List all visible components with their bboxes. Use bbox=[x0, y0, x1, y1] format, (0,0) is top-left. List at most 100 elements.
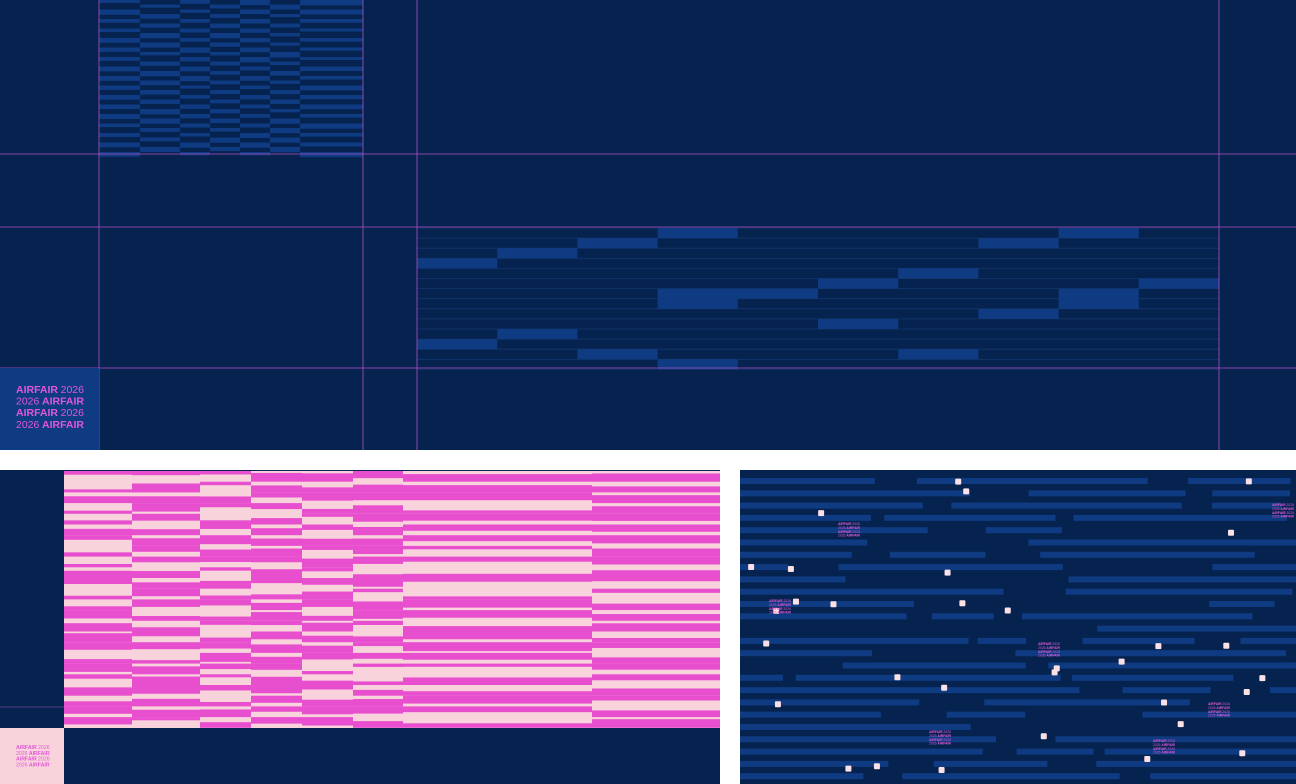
pink-bar bbox=[302, 513, 353, 517]
bar bbox=[1240, 637, 1296, 644]
stripe bbox=[270, 42, 300, 46]
pink-bar bbox=[592, 495, 720, 504]
pink-bar bbox=[64, 471, 132, 475]
pink-bar bbox=[200, 481, 251, 486]
pink-bar bbox=[132, 627, 200, 632]
guide-lines bbox=[0, 0, 1296, 450]
pink-bar bbox=[592, 570, 720, 578]
stripe bbox=[99, 47, 140, 52]
stripe bbox=[99, 28, 140, 33]
pink-bar bbox=[353, 681, 403, 685]
block bbox=[417, 258, 498, 269]
logo-line: AIRFAIR2026 bbox=[1038, 650, 1060, 654]
pink-bar bbox=[132, 556, 200, 563]
bar bbox=[1021, 613, 1253, 620]
block bbox=[978, 308, 1059, 319]
pink-bar bbox=[64, 489, 132, 493]
pink-bar bbox=[64, 595, 132, 600]
stripe bbox=[240, 123, 270, 128]
pink-bar bbox=[403, 545, 592, 550]
bar bbox=[1015, 650, 1286, 657]
logo-word: 2026 bbox=[16, 751, 28, 757]
pink-bar bbox=[302, 680, 353, 685]
stripe bbox=[270, 33, 300, 37]
pink-bar bbox=[353, 652, 403, 659]
stripe bbox=[240, 66, 270, 71]
logo-word: 2026 bbox=[838, 526, 846, 530]
bar bbox=[740, 687, 1080, 694]
bar bbox=[1073, 514, 1287, 521]
pink-bar bbox=[353, 706, 403, 714]
stripe bbox=[140, 23, 180, 28]
dot bbox=[748, 563, 755, 570]
stripe bbox=[99, 9, 140, 15]
pink-bar bbox=[251, 548, 302, 557]
pink-bar bbox=[592, 486, 720, 493]
pink-bar bbox=[302, 645, 353, 653]
logo-word: 2026 bbox=[1272, 507, 1280, 511]
stripe bbox=[99, 133, 140, 137]
logo-word: 2026 bbox=[16, 396, 40, 408]
stripe bbox=[240, 104, 270, 109]
bar bbox=[740, 773, 864, 780]
pink-bar bbox=[132, 660, 200, 664]
bar bbox=[946, 711, 1026, 718]
pink-bar bbox=[592, 556, 720, 565]
logo-line: AIRFAIR2026 bbox=[1038, 642, 1060, 646]
stripe bbox=[180, 76, 210, 82]
pink-bar bbox=[64, 663, 132, 672]
logo-word: AIRFAIR bbox=[1046, 654, 1060, 658]
pink-bar bbox=[251, 612, 302, 621]
bar bbox=[795, 674, 1061, 681]
stripe bbox=[99, 114, 140, 120]
pink-bar bbox=[64, 701, 132, 707]
logo-word: AIRFAIR bbox=[1280, 515, 1294, 519]
pink-bar bbox=[200, 567, 251, 571]
logo-word: AIRFAIR bbox=[16, 407, 58, 419]
dot bbox=[1259, 675, 1266, 682]
logo-box bbox=[0, 368, 99, 450]
pink-bar bbox=[64, 687, 132, 696]
stripe bbox=[300, 19, 363, 23]
bar bbox=[1071, 674, 1234, 681]
pink-bar bbox=[200, 595, 251, 600]
pink-bar bbox=[132, 471, 200, 476]
pink-bar bbox=[403, 510, 592, 514]
stripe bbox=[140, 90, 180, 95]
logo-line: AIRFAIR2026 bbox=[1208, 702, 1230, 706]
bar bbox=[1122, 687, 1211, 694]
stripe bbox=[180, 38, 210, 42]
pink-bar bbox=[64, 623, 132, 632]
stripe bbox=[270, 23, 300, 28]
logo-line: AIRFAIR2026 bbox=[16, 757, 50, 763]
logo-word: AIRFAIR bbox=[838, 522, 852, 526]
pink-bar bbox=[200, 620, 251, 625]
pink-bar bbox=[251, 695, 302, 703]
block bbox=[657, 288, 738, 299]
logo-word: 2026 bbox=[769, 611, 777, 615]
dot bbox=[1223, 642, 1230, 649]
pink-bar bbox=[592, 614, 720, 621]
pink-bar bbox=[64, 659, 132, 664]
pink-bar bbox=[251, 717, 302, 724]
bar bbox=[977, 637, 1027, 644]
stripe bbox=[270, 90, 300, 95]
stripe bbox=[240, 57, 270, 63]
logo-line: 2026AIRFAIR bbox=[929, 734, 952, 738]
pink-bar bbox=[132, 676, 200, 685]
pink-bar bbox=[200, 503, 251, 508]
pink-bar bbox=[302, 508, 353, 514]
stripe bbox=[210, 71, 240, 75]
pink-bar bbox=[132, 582, 200, 589]
stripe bbox=[300, 95, 363, 100]
block bbox=[497, 248, 578, 259]
pink-bar bbox=[403, 663, 592, 667]
pink-bar bbox=[403, 485, 592, 493]
stripe bbox=[99, 19, 140, 23]
pink-bar bbox=[353, 545, 403, 555]
stripe bbox=[240, 38, 270, 43]
bar bbox=[889, 551, 986, 558]
stripe bbox=[210, 14, 240, 18]
pink-bar bbox=[403, 695, 592, 704]
